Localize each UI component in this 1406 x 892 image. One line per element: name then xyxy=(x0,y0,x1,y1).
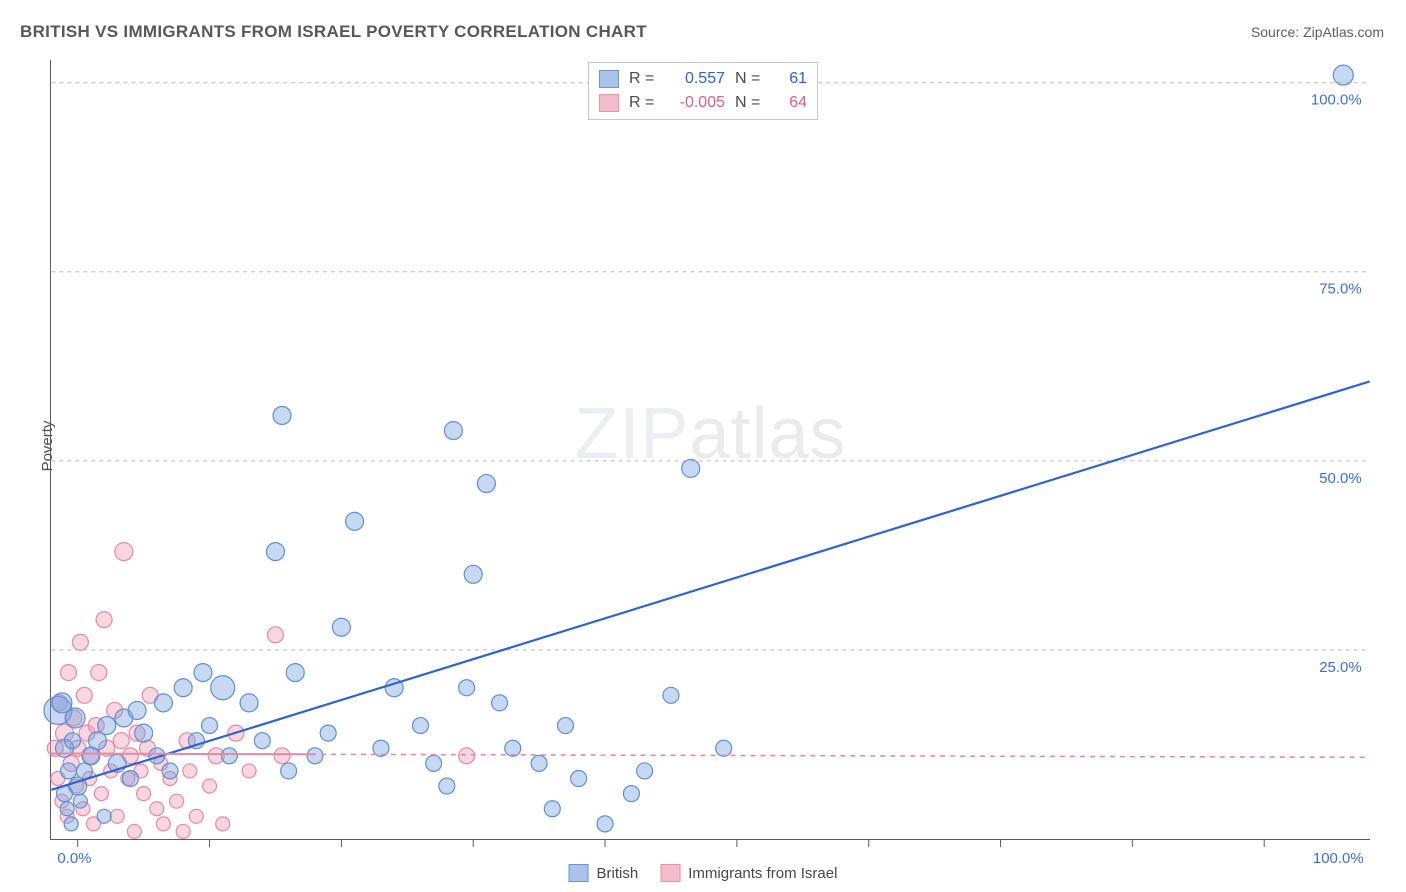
legend-label-british: British xyxy=(597,865,639,882)
plot-svg: 25.0%50.0%75.0%100.0%0.0%100.0% xyxy=(51,60,1370,839)
chart-title: BRITISH VS IMMIGRANTS FROM ISRAEL POVERT… xyxy=(20,22,647,42)
legend-row-israel: R = -0.005 N = 64 xyxy=(599,91,807,115)
n-label: N = xyxy=(735,94,769,112)
svg-text:100.0%: 100.0% xyxy=(1311,92,1362,109)
legend-row-british: R = 0.557 N = 61 xyxy=(599,67,807,91)
n-value-british: 61 xyxy=(779,70,807,88)
r-label: R = xyxy=(629,94,657,112)
r-value-british: 0.557 xyxy=(667,70,725,88)
legend-swatch-british xyxy=(569,864,589,882)
svg-text:75.0%: 75.0% xyxy=(1319,281,1361,298)
svg-text:0.0%: 0.0% xyxy=(57,850,91,867)
svg-text:100.0%: 100.0% xyxy=(1313,850,1364,867)
correlation-legend: R = 0.557 N = 61 R = -0.005 N = 64 xyxy=(588,62,818,120)
legend-swatch-israel xyxy=(660,864,680,882)
svg-text:50.0%: 50.0% xyxy=(1319,470,1361,487)
source-label: Source: ZipAtlas.com xyxy=(1251,24,1384,40)
legend-swatch-israel xyxy=(599,94,619,112)
n-value-israel: 64 xyxy=(779,94,807,112)
r-label: R = xyxy=(629,70,657,88)
legend-item-israel: Immigrants from Israel xyxy=(660,864,837,882)
legend-item-british: British xyxy=(569,864,639,882)
legend-label-israel: Immigrants from Israel xyxy=(688,865,837,882)
series-legend: British Immigrants from Israel xyxy=(569,864,838,882)
chart-container: BRITISH VS IMMIGRANTS FROM ISRAEL POVERT… xyxy=(0,0,1406,892)
svg-text:25.0%: 25.0% xyxy=(1319,659,1361,676)
plot-area: 25.0%50.0%75.0%100.0%0.0%100.0% ZIPatlas xyxy=(50,60,1370,840)
r-value-israel: -0.005 xyxy=(667,94,725,112)
n-label: N = xyxy=(735,70,769,88)
legend-swatch-british xyxy=(599,70,619,88)
